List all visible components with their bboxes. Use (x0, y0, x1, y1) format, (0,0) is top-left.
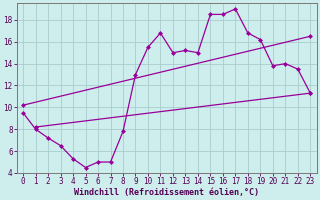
X-axis label: Windchill (Refroidissement éolien,°C): Windchill (Refroidissement éolien,°C) (74, 188, 259, 197)
